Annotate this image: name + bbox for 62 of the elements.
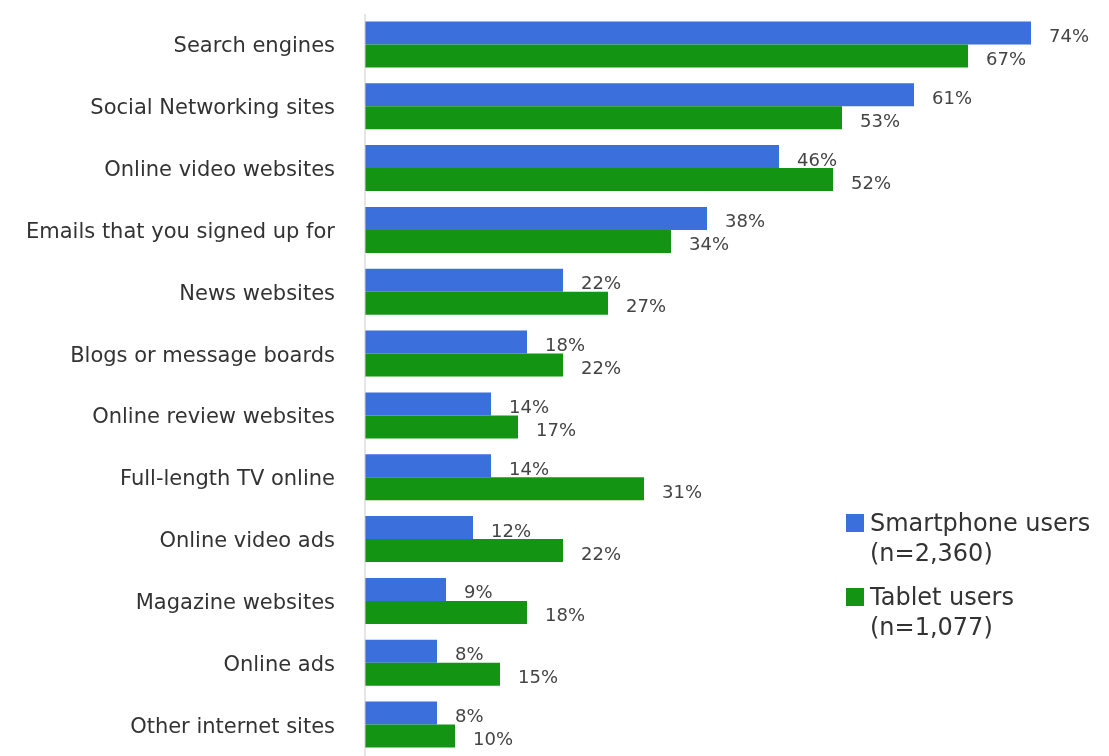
data-label: 31%: [662, 480, 703, 502]
bar: [365, 724, 455, 748]
bar: [365, 577, 446, 601]
bar: [365, 477, 644, 501]
legend-label: Smartphone users (n=2,360): [870, 508, 1091, 568]
data-label: 22%: [581, 542, 622, 564]
bar: [365, 83, 914, 107]
bar: [365, 662, 500, 686]
bar: [365, 353, 563, 377]
y-tick-label: Online ads: [223, 651, 335, 676]
data-label: 34%: [689, 233, 730, 255]
bar: [365, 330, 527, 354]
bar: [365, 145, 779, 169]
y-tick-label: News websites: [179, 280, 335, 305]
y-tick-label: Social Networking sites: [90, 95, 335, 120]
y-tick-label: Online review websites: [92, 404, 335, 429]
y-tick-label: Search engines: [173, 33, 335, 58]
bar: [365, 106, 842, 130]
data-label: 8%: [455, 705, 484, 727]
y-tick-label: Magazine websites: [135, 589, 335, 614]
data-label: 53%: [860, 109, 901, 131]
bar: [365, 392, 491, 416]
bar: [365, 44, 968, 68]
legend-label: Tablet users (n=1,077): [870, 582, 1014, 642]
bar: [365, 206, 707, 230]
data-label: 18%: [545, 604, 586, 626]
data-label: 8%: [455, 643, 484, 665]
data-label: 46%: [797, 148, 838, 170]
bar: [365, 268, 563, 292]
data-label: 17%: [536, 418, 577, 440]
y-tick-label: Blogs or message boards: [70, 342, 335, 367]
data-label: 18%: [545, 334, 586, 356]
data-label: 15%: [518, 666, 559, 688]
bar: [365, 21, 1031, 45]
data-label: 74%: [1049, 24, 1090, 46]
data-label: 52%: [851, 171, 892, 193]
y-tick-label: Full-length TV online: [119, 466, 335, 491]
data-label: 22%: [581, 357, 622, 379]
bar: [365, 168, 833, 192]
data-label: 10%: [473, 728, 514, 750]
data-label: 22%: [581, 272, 622, 294]
y-tick-label: Other internet sites: [130, 713, 335, 738]
y-tick-label: Online video ads: [159, 528, 335, 553]
bar: [365, 600, 527, 624]
bar: [365, 415, 518, 439]
bar: [365, 229, 671, 253]
data-label: 14%: [509, 457, 550, 479]
bar: [365, 516, 473, 540]
bar: [365, 701, 437, 725]
data-label: 14%: [509, 395, 550, 417]
data-label: 38%: [725, 210, 766, 232]
data-label: 61%: [932, 86, 973, 108]
y-tick-label: Online video websites: [104, 157, 335, 182]
data-label: 67%: [986, 47, 1027, 69]
bar: [365, 639, 437, 663]
bar: [365, 291, 608, 315]
data-label: 12%: [491, 519, 532, 541]
data-label: 27%: [626, 295, 667, 317]
bar: [365, 539, 563, 563]
bar: [365, 454, 491, 478]
data-label: 9%: [464, 581, 493, 603]
y-tick-label: Emails that you signed up for: [26, 218, 336, 243]
